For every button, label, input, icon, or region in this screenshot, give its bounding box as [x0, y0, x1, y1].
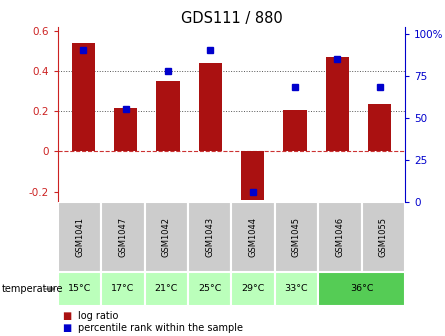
Text: GSM1055: GSM1055: [379, 217, 388, 257]
Bar: [326, 57, 349, 152]
Bar: [58, 202, 101, 272]
Text: 25°C: 25°C: [198, 285, 222, 293]
Bar: [275, 272, 318, 306]
Text: temperature: temperature: [2, 284, 64, 294]
Bar: [145, 202, 188, 272]
Bar: [145, 272, 188, 306]
Bar: [101, 202, 145, 272]
Bar: [188, 272, 231, 306]
Text: ■: ■: [62, 323, 72, 333]
Text: GSM1044: GSM1044: [249, 217, 258, 257]
Bar: [283, 110, 307, 152]
Bar: [198, 63, 222, 152]
Text: percentile rank within the sample: percentile rank within the sample: [78, 323, 243, 333]
Text: GSM1041: GSM1041: [75, 217, 84, 257]
Text: GSM1043: GSM1043: [205, 217, 214, 257]
Bar: [231, 202, 275, 272]
Text: GSM1042: GSM1042: [162, 217, 171, 257]
Bar: [241, 152, 264, 200]
Bar: [114, 108, 137, 152]
Bar: [72, 43, 95, 152]
Text: GSM1047: GSM1047: [118, 217, 127, 257]
Text: 15°C: 15°C: [68, 285, 91, 293]
Bar: [361, 202, 405, 272]
Text: GSM1045: GSM1045: [292, 217, 301, 257]
Bar: [188, 202, 231, 272]
Bar: [368, 104, 391, 152]
Bar: [156, 81, 179, 152]
Text: ■: ■: [62, 311, 72, 321]
Bar: [58, 272, 101, 306]
Text: 36°C: 36°C: [350, 285, 373, 293]
Text: log ratio: log ratio: [78, 311, 118, 321]
Text: 33°C: 33°C: [285, 285, 308, 293]
Bar: [231, 272, 275, 306]
Text: 29°C: 29°C: [241, 285, 265, 293]
Text: GSM1046: GSM1046: [336, 217, 344, 257]
Bar: [101, 272, 145, 306]
Bar: [275, 202, 318, 272]
Bar: [318, 202, 361, 272]
Title: GDS111 / 880: GDS111 / 880: [181, 11, 282, 26]
Text: 21°C: 21°C: [154, 285, 178, 293]
Bar: [318, 272, 405, 306]
Text: 17°C: 17°C: [111, 285, 135, 293]
